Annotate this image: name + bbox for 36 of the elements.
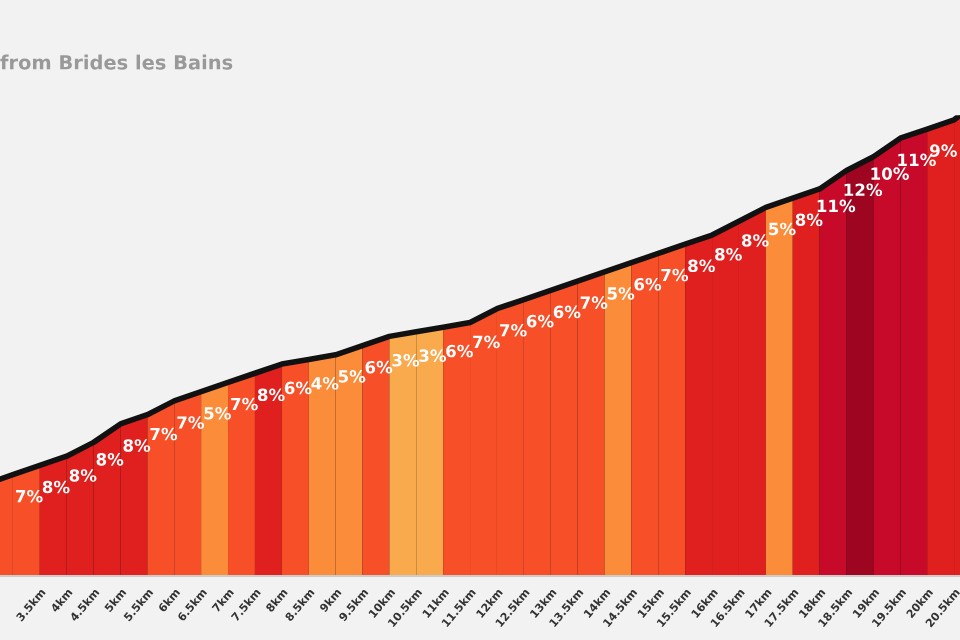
band-label: 6% — [634, 277, 662, 291]
band-label: 8% — [715, 247, 742, 261]
band-label: 4% — [311, 377, 339, 390]
band-label: 10% — [871, 167, 909, 180]
band-label: 8% — [688, 259, 715, 273]
band-label: 6% — [526, 314, 554, 328]
band-label: 6% — [365, 360, 393, 374]
band-label: 7% — [150, 427, 178, 441]
band-label: 7% — [473, 335, 500, 349]
band-label: 8% — [795, 213, 823, 227]
band-label: 9% — [930, 144, 957, 157]
band-label: 3% — [419, 349, 447, 362]
band-label: 5% — [769, 222, 796, 236]
band-label: 7% — [500, 324, 527, 337]
band-label: 7% — [177, 416, 204, 429]
band-label: 6% — [284, 381, 312, 395]
band-label: 8% — [741, 234, 769, 247]
band-label: 7% — [231, 397, 258, 411]
band-label: 7% — [580, 296, 608, 309]
band-label: 8% — [42, 480, 70, 494]
band-label: 8% — [257, 388, 285, 402]
band-label: 12% — [844, 183, 883, 197]
band-label: 7% — [16, 489, 43, 503]
band-label: 11% — [817, 199, 856, 213]
band-label: 8% — [96, 453, 124, 466]
band-label: 11% — [898, 153, 936, 167]
band-label: 6% — [446, 344, 473, 358]
band-label: 7% — [661, 268, 689, 282]
band-label: 5% — [204, 406, 231, 420]
band-label: 3% — [392, 353, 420, 367]
band-label: 5% — [607, 287, 635, 300]
chart-title: from Brides les Bains — [0, 54, 233, 70]
band-label: 8% — [69, 469, 97, 482]
band-label: 6% — [553, 305, 581, 319]
band-label: 5% — [338, 370, 366, 383]
band-label: 8% — [123, 439, 151, 452]
